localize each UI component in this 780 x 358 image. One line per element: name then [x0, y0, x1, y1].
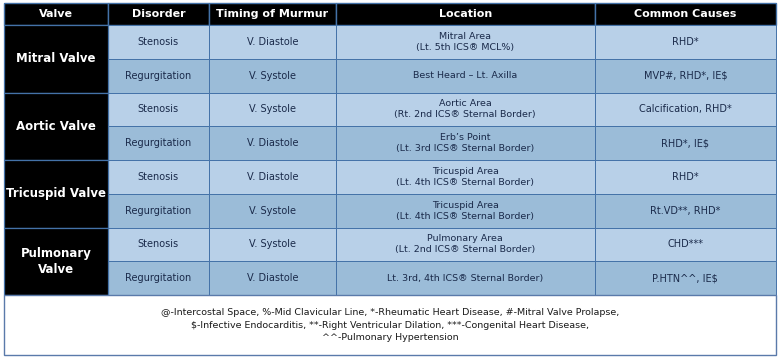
- Text: V. Diastole: V. Diastole: [246, 138, 298, 148]
- Text: Lt. 3rd, 4th ICS® Sternal Border): Lt. 3rd, 4th ICS® Sternal Border): [387, 274, 544, 282]
- Text: V. Diastole: V. Diastole: [246, 273, 298, 283]
- Text: Pulmonary
Valve: Pulmonary Valve: [21, 247, 91, 276]
- Bar: [208, 227, 336, 261]
- Text: Best Heard – Lt. Axilla: Best Heard – Lt. Axilla: [413, 71, 517, 80]
- Text: V. Diastole: V. Diastole: [246, 37, 298, 47]
- Bar: [336, 3, 594, 25]
- Text: Valve: Valve: [39, 9, 73, 19]
- Text: Mitral Area
(Lt. 5th ICS® MCL%): Mitral Area (Lt. 5th ICS® MCL%): [417, 32, 514, 52]
- Bar: [336, 126, 594, 160]
- Bar: [336, 92, 594, 126]
- Bar: [594, 126, 776, 160]
- Text: Tricuspid Valve: Tricuspid Valve: [6, 187, 106, 200]
- Bar: [336, 194, 594, 227]
- Bar: [594, 261, 776, 295]
- Text: Aortic Valve: Aortic Valve: [16, 120, 96, 133]
- Bar: [4, 227, 108, 295]
- Text: Stenosis: Stenosis: [138, 172, 179, 182]
- Text: Regurgitation: Regurgitation: [126, 71, 192, 81]
- Bar: [594, 160, 776, 194]
- Bar: [594, 25, 776, 59]
- Text: Disorder: Disorder: [132, 9, 185, 19]
- Text: RHD*: RHD*: [672, 172, 699, 182]
- Bar: [4, 25, 108, 92]
- Bar: [4, 92, 108, 160]
- Bar: [594, 59, 776, 92]
- Text: Location: Location: [438, 9, 492, 19]
- Text: Regurgitation: Regurgitation: [126, 273, 192, 283]
- Bar: [108, 126, 208, 160]
- Bar: [336, 59, 594, 92]
- Bar: [4, 295, 776, 355]
- Text: RHD*: RHD*: [672, 37, 699, 47]
- Text: V. Systole: V. Systole: [249, 71, 296, 81]
- Bar: [108, 3, 208, 25]
- Bar: [594, 92, 776, 126]
- Bar: [208, 59, 336, 92]
- Bar: [4, 3, 108, 25]
- Bar: [336, 25, 594, 59]
- Text: Stenosis: Stenosis: [138, 37, 179, 47]
- Text: Aortic Area
(Rt. 2nd ICS® Sternal Border): Aortic Area (Rt. 2nd ICS® Sternal Border…: [395, 99, 536, 120]
- Bar: [336, 160, 594, 194]
- Text: @-Intercostal Space, %-Mid Clavicular Line, *-Rheumatic Heart Disease, #-Mitral : @-Intercostal Space, %-Mid Clavicular Li…: [161, 308, 619, 342]
- Text: Regurgitation: Regurgitation: [126, 138, 192, 148]
- Text: Rt.VD**, RHD*: Rt.VD**, RHD*: [650, 205, 721, 216]
- Text: Tricuspid Area
(Lt. 4th ICS® Sternal Border): Tricuspid Area (Lt. 4th ICS® Sternal Bor…: [396, 167, 534, 187]
- Text: Pulmonary Area
(Lt. 2nd ICS® Sternal Border): Pulmonary Area (Lt. 2nd ICS® Sternal Bor…: [395, 234, 535, 255]
- Text: V. Systole: V. Systole: [249, 240, 296, 250]
- Text: P.HTN^^, IE$: P.HTN^^, IE$: [652, 273, 718, 283]
- Text: RHD*, IE$: RHD*, IE$: [661, 138, 709, 148]
- Bar: [594, 3, 776, 25]
- Bar: [108, 160, 208, 194]
- Bar: [336, 227, 594, 261]
- Bar: [108, 261, 208, 295]
- Text: Common Causes: Common Causes: [634, 9, 736, 19]
- Text: Regurgitation: Regurgitation: [126, 205, 192, 216]
- Text: Stenosis: Stenosis: [138, 240, 179, 250]
- Bar: [208, 92, 336, 126]
- Text: Erb’s Point
(Lt. 3rd ICS® Sternal Border): Erb’s Point (Lt. 3rd ICS® Sternal Border…: [396, 133, 534, 153]
- Text: V. Systole: V. Systole: [249, 105, 296, 114]
- Bar: [4, 160, 108, 227]
- Bar: [108, 92, 208, 126]
- Text: V. Systole: V. Systole: [249, 205, 296, 216]
- Bar: [336, 261, 594, 295]
- Bar: [108, 25, 208, 59]
- Bar: [208, 261, 336, 295]
- Bar: [208, 160, 336, 194]
- Bar: [208, 194, 336, 227]
- Text: Mitral Valve: Mitral Valve: [16, 52, 96, 65]
- Bar: [208, 25, 336, 59]
- Text: Calcification, RHD*: Calcification, RHD*: [639, 105, 732, 114]
- Bar: [108, 227, 208, 261]
- Bar: [108, 194, 208, 227]
- Bar: [108, 59, 208, 92]
- Text: CHD***: CHD***: [667, 240, 704, 250]
- Text: V. Diastole: V. Diastole: [246, 172, 298, 182]
- Bar: [208, 3, 336, 25]
- Bar: [594, 227, 776, 261]
- Bar: [594, 194, 776, 227]
- Text: MVP#, RHD*, IE$: MVP#, RHD*, IE$: [644, 71, 727, 81]
- Text: Stenosis: Stenosis: [138, 105, 179, 114]
- Text: Tricuspid Area
(Lt. 4th ICS® Sternal Border): Tricuspid Area (Lt. 4th ICS® Sternal Bor…: [396, 200, 534, 221]
- Text: Timing of Murmur: Timing of Murmur: [216, 9, 328, 19]
- Bar: [208, 126, 336, 160]
